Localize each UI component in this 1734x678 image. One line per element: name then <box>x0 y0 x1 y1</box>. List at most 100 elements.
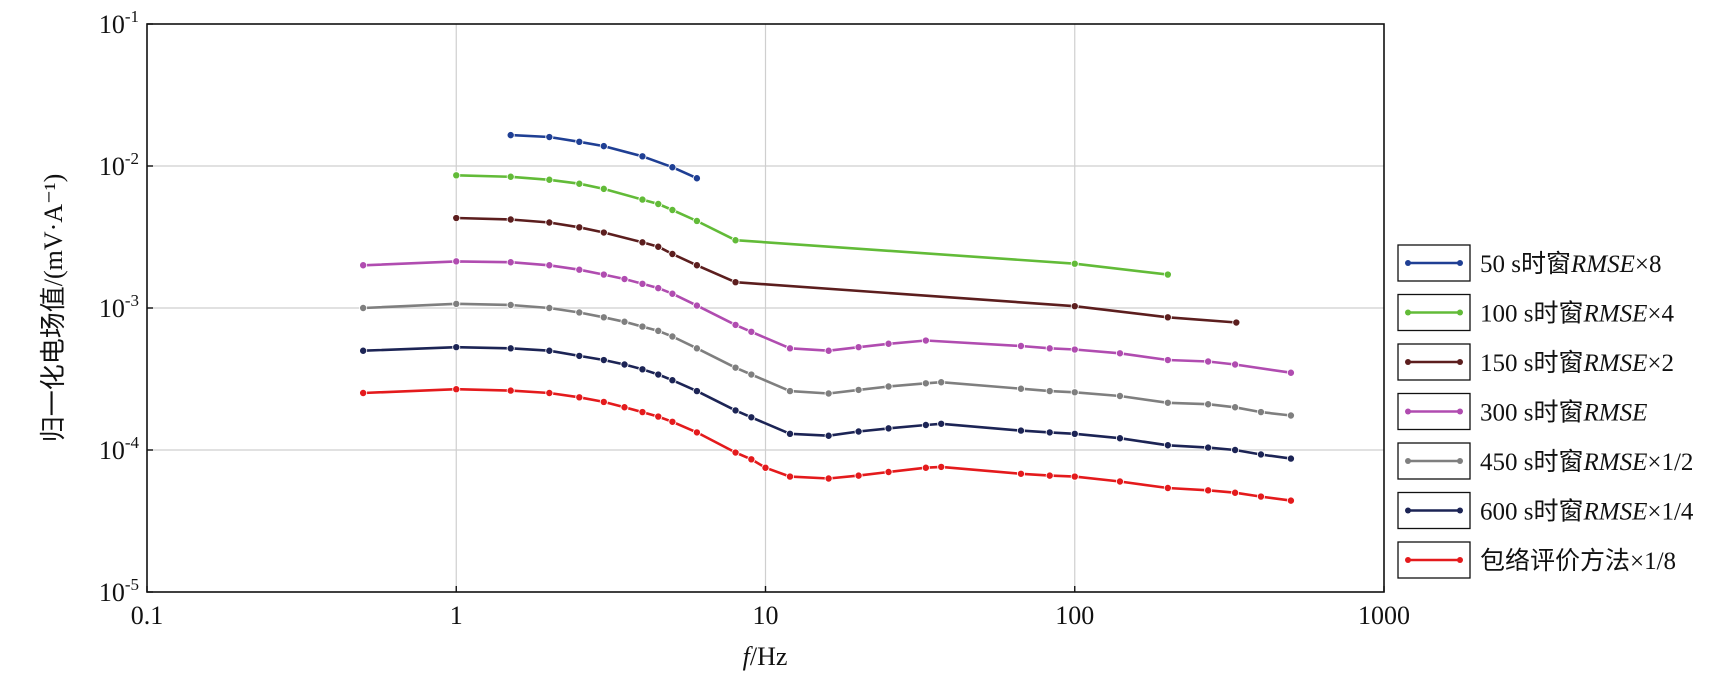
x-axis-label: f/Hz <box>743 642 788 671</box>
data-point <box>575 393 584 402</box>
series-7 <box>359 385 1295 505</box>
data-point <box>359 261 368 270</box>
data-point <box>731 278 740 287</box>
data-point <box>731 363 740 372</box>
data-point <box>506 131 515 140</box>
data-point <box>1256 492 1265 501</box>
data-point <box>575 351 584 360</box>
data-point <box>1016 469 1025 478</box>
data-point <box>747 455 756 464</box>
data-point <box>1286 454 1295 463</box>
data-point <box>668 376 677 385</box>
data-point <box>668 289 677 298</box>
legend-swatch-dot <box>1405 408 1411 415</box>
series-layer <box>359 131 1295 505</box>
data-point <box>638 279 647 288</box>
data-point <box>1286 368 1295 377</box>
data-point <box>654 412 663 421</box>
legend-swatch-dot <box>1405 309 1411 316</box>
data-point <box>599 184 608 193</box>
data-point <box>1045 471 1054 480</box>
series-line <box>363 387 1292 502</box>
data-point <box>1070 345 1079 354</box>
data-point <box>668 417 677 426</box>
data-point <box>937 419 946 428</box>
data-point <box>785 344 794 353</box>
legend-item: 50 s时窗RMSE×8 <box>1397 244 1661 282</box>
data-point <box>506 300 515 309</box>
data-point <box>575 265 584 274</box>
legend-item: 100 s时窗RMSE×4 <box>1397 293 1674 332</box>
data-point <box>638 195 647 204</box>
data-point <box>452 214 461 223</box>
data-point <box>692 387 701 396</box>
data-point <box>506 344 515 353</box>
data-point <box>1016 384 1025 393</box>
data-point <box>638 408 647 417</box>
series-1 <box>506 131 701 183</box>
data-point <box>1115 434 1124 443</box>
y-tick-label: 10-2 <box>99 149 139 181</box>
legend-label: 150 s时窗RMSE×2 <box>1480 349 1674 377</box>
data-point <box>1070 429 1079 438</box>
data-point <box>1256 408 1265 417</box>
data-point <box>761 463 770 472</box>
grid <box>147 24 1384 592</box>
legend-label: 包络评价方法×1/8 <box>1480 547 1676 575</box>
x-tick-label: 100 <box>1055 601 1094 630</box>
data-point <box>1070 388 1079 397</box>
data-point <box>747 413 756 422</box>
data-point <box>638 322 647 331</box>
legend-swatch-dot <box>1405 359 1411 365</box>
data-point <box>884 467 893 476</box>
data-point <box>692 216 701 225</box>
y-axis-label: 归一化电场值/(mV·A⁻¹) <box>39 174 68 443</box>
data-point <box>921 420 930 429</box>
data-point <box>854 343 863 352</box>
data-point <box>545 346 554 355</box>
data-point <box>452 385 461 394</box>
data-point <box>1045 387 1054 396</box>
data-point <box>731 236 740 245</box>
data-point <box>921 463 930 472</box>
data-point <box>747 327 756 336</box>
data-point <box>575 137 584 146</box>
series-4 <box>359 257 1295 377</box>
data-point <box>824 346 833 355</box>
data-point <box>884 424 893 433</box>
legend: 50 s时窗RMSE×8 100 s时窗RMSE×4 150 s时窗RMSE×2 30… <box>1397 244 1694 579</box>
data-point <box>1204 400 1213 409</box>
data-point <box>692 428 701 437</box>
data-point <box>1115 349 1124 358</box>
data-point <box>854 427 863 436</box>
data-point <box>575 308 584 317</box>
legend-swatch-dot <box>1405 507 1411 514</box>
data-point <box>506 386 515 395</box>
legend-swatch-dot <box>1405 260 1411 266</box>
y-tick-labels: 10-5 10-4 10-3 10-2 10-1 <box>99 7 153 607</box>
data-point <box>1231 360 1240 369</box>
data-point <box>692 301 701 310</box>
data-point <box>545 133 554 142</box>
data-point <box>599 228 608 237</box>
data-point <box>506 215 515 224</box>
data-point <box>921 336 930 345</box>
series-5 <box>359 299 1295 420</box>
data-point <box>654 326 663 335</box>
data-point <box>599 142 608 151</box>
data-point <box>1256 450 1265 459</box>
data-point <box>545 389 554 398</box>
data-point <box>620 403 629 412</box>
data-point <box>452 299 461 308</box>
legend-swatch-dot <box>1457 458 1463 464</box>
data-point <box>452 343 461 352</box>
series-6 <box>359 343 1295 463</box>
data-point <box>1204 486 1213 495</box>
data-point <box>1016 426 1025 435</box>
data-point <box>785 429 794 438</box>
data-point <box>599 356 608 365</box>
data-point <box>692 344 701 353</box>
data-point <box>921 379 930 388</box>
data-point <box>359 303 368 312</box>
